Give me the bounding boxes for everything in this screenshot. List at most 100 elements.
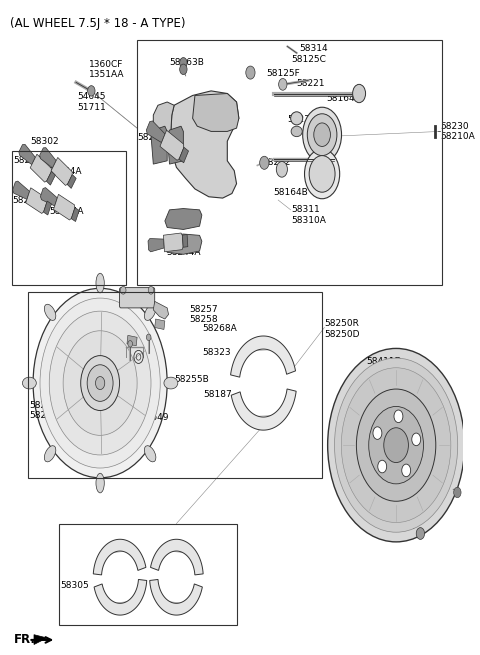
Circle shape xyxy=(357,389,436,501)
Polygon shape xyxy=(146,121,165,143)
Circle shape xyxy=(412,433,420,445)
Text: 58233: 58233 xyxy=(311,174,339,183)
Text: 58221: 58221 xyxy=(297,79,325,88)
Circle shape xyxy=(40,298,160,468)
Circle shape xyxy=(128,341,132,347)
Polygon shape xyxy=(127,335,137,346)
Text: 58302: 58302 xyxy=(31,137,60,145)
Text: 58323: 58323 xyxy=(202,348,230,357)
Circle shape xyxy=(63,331,137,436)
Circle shape xyxy=(96,377,105,390)
Text: 58187: 58187 xyxy=(203,390,231,399)
Text: FR.: FR. xyxy=(13,633,36,646)
Text: 58414: 58414 xyxy=(387,522,415,531)
Circle shape xyxy=(314,123,330,147)
Text: 58244A: 58244A xyxy=(12,196,47,204)
Ellipse shape xyxy=(144,445,156,462)
Text: 1360CF
1351AA: 1360CF 1351AA xyxy=(89,60,124,79)
Text: 58125C: 58125C xyxy=(291,55,326,64)
Circle shape xyxy=(402,464,411,477)
Circle shape xyxy=(369,407,423,484)
Polygon shape xyxy=(165,234,202,254)
Ellipse shape xyxy=(291,126,302,137)
Polygon shape xyxy=(179,147,189,163)
Text: 58323
58187: 58323 58187 xyxy=(115,411,144,431)
Text: 58268A: 58268A xyxy=(202,324,237,333)
Polygon shape xyxy=(231,389,296,430)
Ellipse shape xyxy=(44,305,56,320)
Text: 58255B: 58255B xyxy=(174,375,209,384)
Circle shape xyxy=(49,311,151,455)
Text: 58411D: 58411D xyxy=(366,357,402,366)
Circle shape xyxy=(328,348,465,542)
Polygon shape xyxy=(51,157,72,185)
Polygon shape xyxy=(26,188,47,214)
Polygon shape xyxy=(93,539,146,575)
Circle shape xyxy=(87,365,113,402)
Circle shape xyxy=(378,460,387,473)
Text: 58232: 58232 xyxy=(306,127,335,136)
Circle shape xyxy=(33,288,167,478)
Polygon shape xyxy=(151,126,167,164)
Polygon shape xyxy=(164,233,183,252)
Text: 58314: 58314 xyxy=(299,44,328,53)
Bar xyxy=(137,40,443,285)
Circle shape xyxy=(454,487,461,498)
Polygon shape xyxy=(151,539,203,575)
Polygon shape xyxy=(53,195,75,220)
Polygon shape xyxy=(167,126,183,164)
Text: 54645
51711: 54645 51711 xyxy=(77,92,106,112)
Text: 58251A
58252A: 58251A 58252A xyxy=(29,401,64,421)
Circle shape xyxy=(81,356,120,411)
Circle shape xyxy=(303,107,342,162)
Text: 25649: 25649 xyxy=(141,413,169,422)
Ellipse shape xyxy=(23,377,36,389)
Polygon shape xyxy=(171,91,239,198)
Polygon shape xyxy=(47,171,55,185)
Text: 58244A: 58244A xyxy=(137,134,172,142)
Ellipse shape xyxy=(96,474,104,493)
Text: 58311
58310A: 58311 58310A xyxy=(291,206,326,225)
Text: 58244A: 58244A xyxy=(13,157,48,165)
Circle shape xyxy=(335,358,458,533)
Text: 58244A: 58244A xyxy=(47,168,82,176)
Polygon shape xyxy=(19,144,36,164)
Polygon shape xyxy=(192,94,239,132)
Text: 58257
58258: 58257 58258 xyxy=(190,305,218,324)
Polygon shape xyxy=(34,635,47,645)
Polygon shape xyxy=(40,147,56,168)
Circle shape xyxy=(394,410,403,422)
Circle shape xyxy=(341,367,451,523)
Ellipse shape xyxy=(96,273,104,293)
Circle shape xyxy=(416,528,425,539)
Text: 58250R
58250D: 58250R 58250D xyxy=(324,319,360,339)
Text: (AL WHEEL 7.5J * 18 - A TYPE): (AL WHEEL 7.5J * 18 - A TYPE) xyxy=(10,17,185,30)
Polygon shape xyxy=(160,130,184,160)
Polygon shape xyxy=(150,580,203,615)
Ellipse shape xyxy=(291,112,303,125)
Bar xyxy=(59,523,237,625)
Circle shape xyxy=(260,157,269,170)
Bar xyxy=(28,291,322,478)
Circle shape xyxy=(353,84,366,103)
Polygon shape xyxy=(67,174,76,189)
Text: 58305: 58305 xyxy=(60,581,89,590)
Ellipse shape xyxy=(44,445,56,462)
Polygon shape xyxy=(30,154,51,182)
Polygon shape xyxy=(148,238,164,252)
FancyBboxPatch shape xyxy=(120,288,155,308)
Text: 58164B: 58164B xyxy=(274,189,308,197)
Polygon shape xyxy=(153,102,174,153)
Text: 58235B: 58235B xyxy=(288,115,322,124)
Circle shape xyxy=(88,86,95,96)
Text: 58244A: 58244A xyxy=(49,207,84,215)
Polygon shape xyxy=(165,208,202,229)
Circle shape xyxy=(246,66,255,79)
Polygon shape xyxy=(94,580,147,615)
Polygon shape xyxy=(153,301,168,319)
Circle shape xyxy=(276,162,288,177)
Text: 58230
58210A: 58230 58210A xyxy=(440,122,475,141)
Polygon shape xyxy=(155,319,165,329)
Circle shape xyxy=(180,64,187,75)
Text: 58164B: 58164B xyxy=(327,94,361,103)
